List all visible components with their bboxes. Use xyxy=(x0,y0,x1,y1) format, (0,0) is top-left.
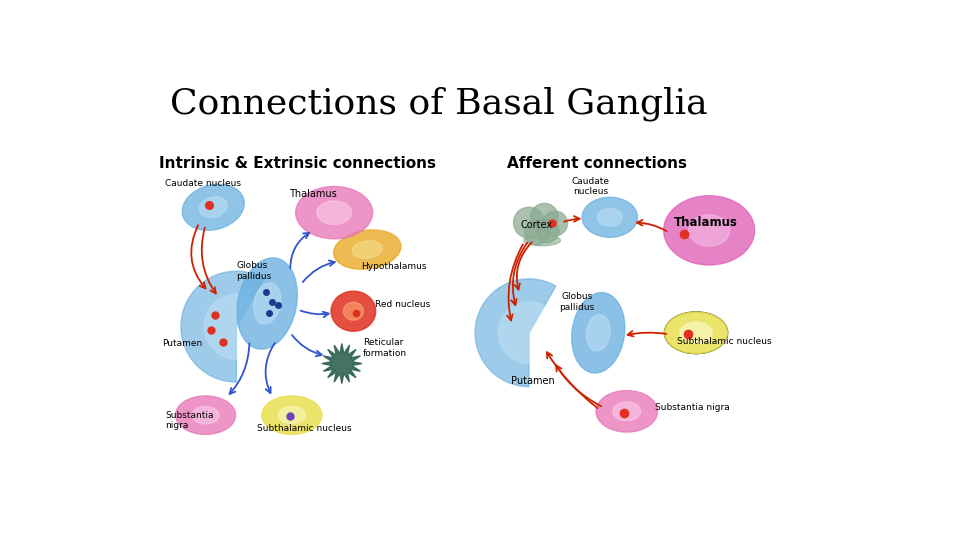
Ellipse shape xyxy=(176,396,235,434)
Text: Substantia
nigra: Substantia nigra xyxy=(165,411,214,430)
Ellipse shape xyxy=(331,291,375,331)
Ellipse shape xyxy=(587,315,611,351)
Text: Hypothalamus: Hypothalamus xyxy=(361,262,426,271)
Ellipse shape xyxy=(663,195,755,265)
Ellipse shape xyxy=(572,293,625,373)
Text: Reticular
formation: Reticular formation xyxy=(363,339,407,358)
Ellipse shape xyxy=(200,197,228,218)
Text: Caudate
nucleus: Caudate nucleus xyxy=(571,177,610,196)
Circle shape xyxy=(514,207,544,238)
Text: Intrinsic & Extrinsic connections: Intrinsic & Extrinsic connections xyxy=(159,156,437,171)
Text: Globus
pallidus: Globus pallidus xyxy=(236,261,272,281)
Ellipse shape xyxy=(253,283,280,324)
Ellipse shape xyxy=(237,258,298,349)
Wedge shape xyxy=(204,294,252,359)
Circle shape xyxy=(531,204,558,231)
Wedge shape xyxy=(180,271,264,382)
Text: Putamen: Putamen xyxy=(512,376,555,386)
Text: Substantia nigra: Substantia nigra xyxy=(656,403,730,412)
Ellipse shape xyxy=(296,186,372,239)
Ellipse shape xyxy=(612,402,640,421)
Text: Connections of Basal Ganglia: Connections of Basal Ganglia xyxy=(170,86,708,121)
Ellipse shape xyxy=(262,396,322,434)
Text: Thalamus: Thalamus xyxy=(674,217,738,230)
Ellipse shape xyxy=(182,184,244,231)
Text: Afferent connections: Afferent connections xyxy=(508,156,687,171)
Polygon shape xyxy=(322,343,362,383)
Ellipse shape xyxy=(688,215,730,246)
Wedge shape xyxy=(475,279,556,387)
Ellipse shape xyxy=(596,390,658,432)
Text: Subthalamic nucleus: Subthalamic nucleus xyxy=(257,423,351,433)
Ellipse shape xyxy=(582,197,637,237)
Ellipse shape xyxy=(597,208,622,226)
Ellipse shape xyxy=(352,241,382,259)
Ellipse shape xyxy=(680,322,712,343)
Text: Globus
pallidus: Globus pallidus xyxy=(559,292,594,312)
Ellipse shape xyxy=(523,235,561,246)
Ellipse shape xyxy=(317,201,351,225)
Text: Caudate nucleus: Caudate nucleus xyxy=(165,179,241,188)
Circle shape xyxy=(536,220,559,242)
Ellipse shape xyxy=(278,407,305,424)
Circle shape xyxy=(542,211,567,236)
Text: Cortex: Cortex xyxy=(520,220,553,230)
Text: Red nucleus: Red nucleus xyxy=(375,300,430,309)
Wedge shape xyxy=(498,302,544,363)
Ellipse shape xyxy=(334,230,401,269)
Ellipse shape xyxy=(664,312,728,354)
Text: Putamen: Putamen xyxy=(162,339,203,348)
Text: Subthalamic nucleus: Subthalamic nucleus xyxy=(677,336,772,346)
Ellipse shape xyxy=(344,302,364,320)
Text: Thalamus: Thalamus xyxy=(290,189,337,199)
Circle shape xyxy=(524,220,549,245)
Ellipse shape xyxy=(192,407,219,424)
